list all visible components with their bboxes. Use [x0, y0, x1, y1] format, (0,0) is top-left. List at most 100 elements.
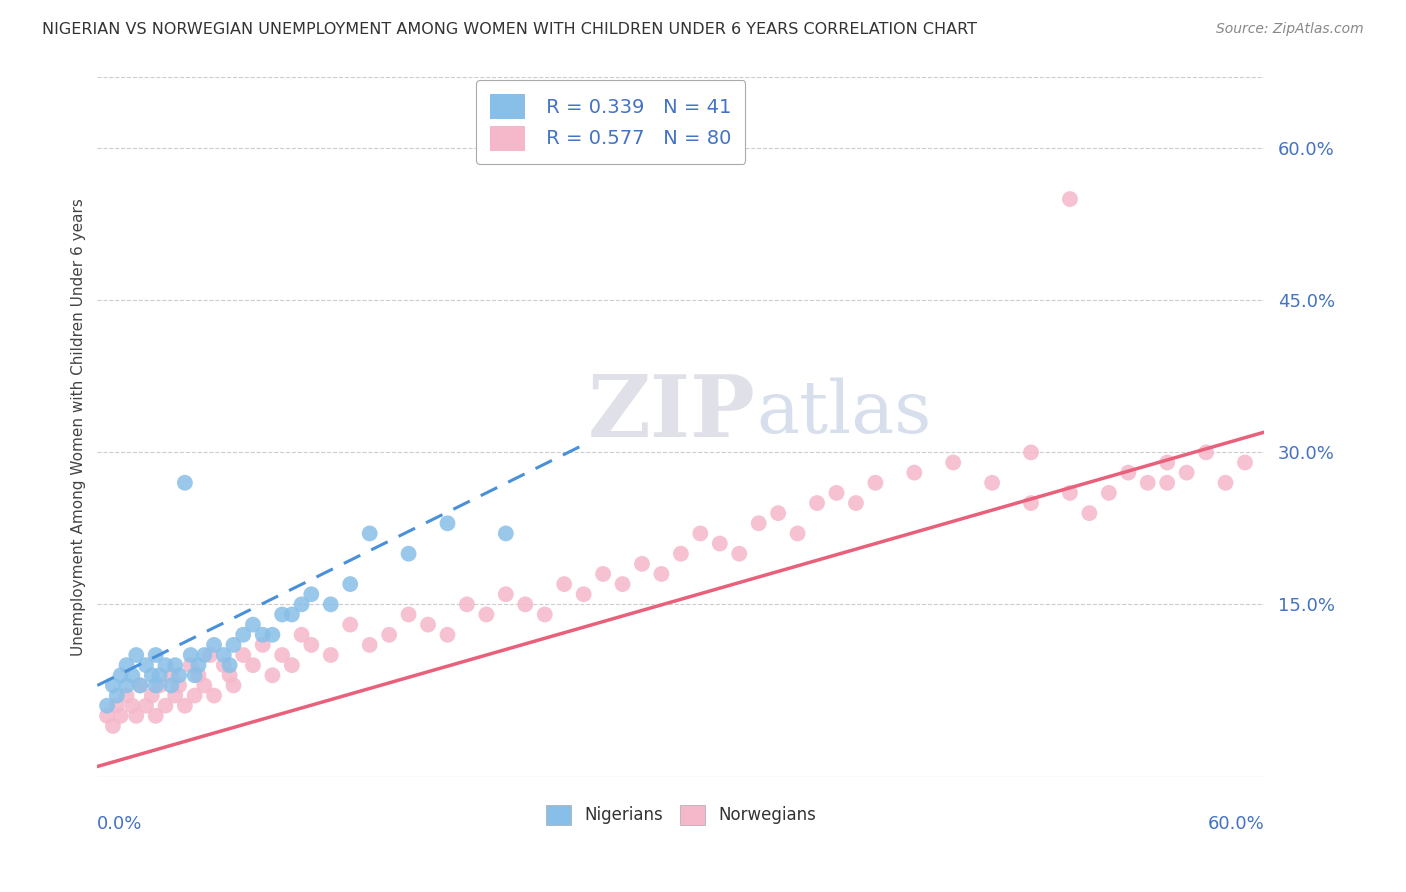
Point — [222, 638, 245, 652]
Point — [398, 607, 420, 622]
Point — [1116, 466, 1139, 480]
Point — [748, 516, 770, 531]
Point — [160, 668, 183, 682]
Point — [155, 698, 177, 713]
Point — [110, 668, 132, 682]
Point — [262, 668, 284, 682]
Point — [319, 648, 342, 662]
Point — [533, 607, 555, 622]
Point — [631, 557, 654, 571]
Point — [222, 678, 245, 692]
Point — [806, 496, 828, 510]
Point — [167, 668, 190, 682]
Point — [121, 698, 143, 713]
Point — [553, 577, 575, 591]
Point — [669, 547, 692, 561]
Point — [436, 628, 458, 642]
Point — [291, 628, 314, 642]
Point — [105, 698, 128, 713]
Point — [218, 658, 240, 673]
Point — [115, 678, 138, 692]
Point — [291, 598, 314, 612]
Point — [115, 689, 138, 703]
Point — [212, 658, 235, 673]
Point — [145, 678, 167, 692]
Point — [96, 708, 118, 723]
Point — [198, 648, 221, 662]
Point — [145, 648, 167, 662]
Point — [145, 708, 167, 723]
Point — [592, 566, 614, 581]
Point — [1059, 192, 1081, 206]
Point — [129, 678, 152, 692]
Point — [1019, 496, 1042, 510]
Point — [786, 526, 808, 541]
Point — [202, 689, 225, 703]
Point — [193, 648, 215, 662]
Point — [115, 658, 138, 673]
Point — [271, 607, 294, 622]
Point — [155, 658, 177, 673]
Point — [1195, 445, 1218, 459]
Point — [105, 689, 128, 703]
Point — [165, 689, 187, 703]
Point — [232, 628, 254, 642]
Point — [193, 678, 215, 692]
Point — [218, 668, 240, 682]
Text: ZIP: ZIP — [588, 371, 755, 455]
Point — [903, 466, 925, 480]
Point — [766, 506, 789, 520]
Point — [187, 658, 209, 673]
Point — [180, 658, 202, 673]
Point — [129, 678, 152, 692]
Point — [398, 547, 420, 561]
Point — [121, 668, 143, 682]
Point — [475, 607, 498, 622]
Point — [436, 516, 458, 531]
Point — [359, 526, 381, 541]
Point — [825, 486, 848, 500]
Point — [299, 638, 322, 652]
Point — [125, 708, 148, 723]
Point — [709, 536, 731, 550]
Point — [981, 475, 1004, 490]
Point — [183, 668, 205, 682]
Point — [202, 638, 225, 652]
Point — [212, 648, 235, 662]
Point — [167, 678, 190, 692]
Y-axis label: Unemployment Among Women with Children Under 6 years: Unemployment Among Women with Children U… — [72, 198, 86, 656]
Point — [242, 617, 264, 632]
Point — [495, 587, 517, 601]
Point — [1078, 506, 1101, 520]
Legend:  R = 0.339   N = 41,  R = 0.577   N = 80: R = 0.339 N = 41, R = 0.577 N = 80 — [477, 80, 745, 164]
Point — [1175, 466, 1198, 480]
Point — [339, 577, 361, 591]
Point — [515, 598, 537, 612]
Point — [1156, 475, 1178, 490]
Point — [96, 698, 118, 713]
Point — [135, 698, 157, 713]
Point — [339, 617, 361, 632]
Point — [160, 678, 183, 692]
Point — [101, 719, 124, 733]
Point — [262, 628, 284, 642]
Point — [173, 475, 195, 490]
Point — [650, 566, 672, 581]
Point — [612, 577, 634, 591]
Point — [1233, 455, 1256, 469]
Point — [319, 598, 342, 612]
Point — [281, 607, 304, 622]
Point — [416, 617, 439, 632]
Point — [183, 689, 205, 703]
Point — [865, 475, 887, 490]
Point — [359, 638, 381, 652]
Point — [572, 587, 595, 601]
Point — [165, 658, 187, 673]
Point — [378, 628, 401, 642]
Point — [456, 598, 478, 612]
Point — [845, 496, 868, 510]
Point — [135, 658, 157, 673]
Point — [125, 648, 148, 662]
Point — [101, 678, 124, 692]
Text: 0.0%: 0.0% — [97, 815, 143, 833]
